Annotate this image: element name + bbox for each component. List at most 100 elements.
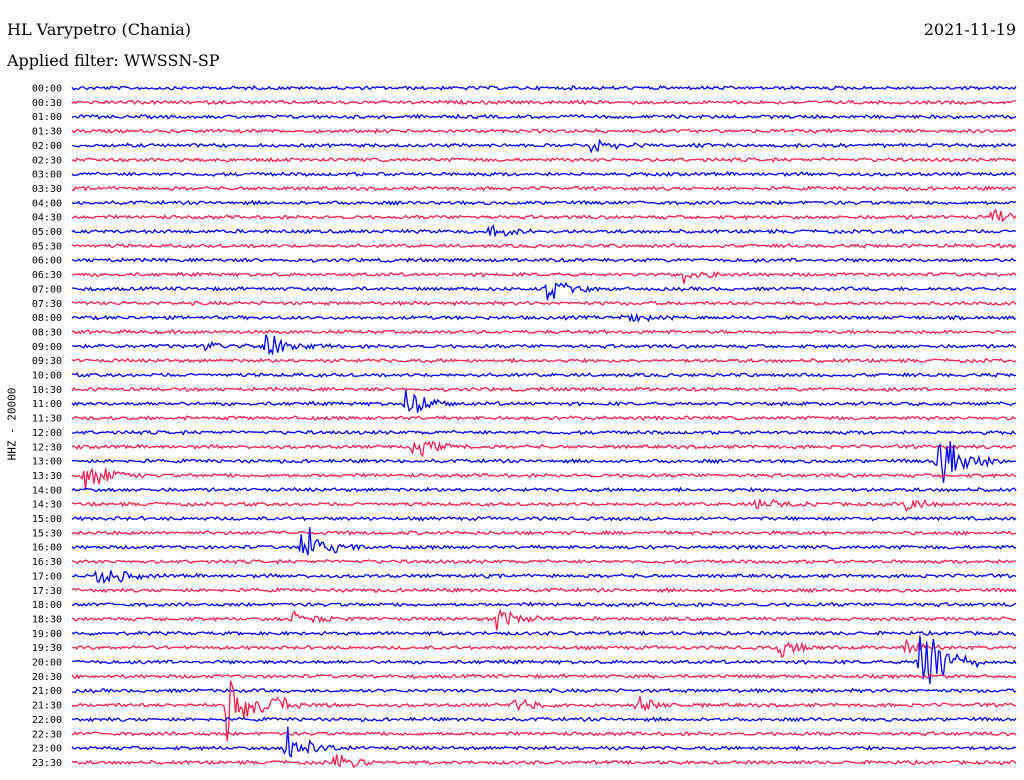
filter-label: Applied filter: WWSSN-SP [7,51,220,70]
time-tick-label: 17:30 [32,586,62,597]
station-title: HL Varypetro (Chania) [7,20,192,39]
trace-line [72,328,1017,335]
time-tick-label: 15:30 [32,528,62,539]
trace-line [71,638,1017,658]
trace-line [71,270,1017,284]
trace-line [71,440,1017,458]
time-tick-label: 03:30 [32,184,62,195]
trace-line [71,156,1017,163]
time-tick-label: 06:30 [32,270,62,281]
time-tick-label: 22:00 [32,715,62,726]
time-tick-label: 17:00 [32,571,62,582]
time-tick-label: 05:30 [32,241,62,252]
trace-line [71,558,1016,565]
trace-line [71,357,1017,364]
trace-line [71,570,1017,585]
trace-line [71,390,1017,413]
time-tick-label: 03:00 [32,170,62,181]
trace-line [71,687,1017,694]
time-tick-label: 18:00 [32,600,62,611]
time-tick-label: 00:30 [32,98,62,109]
time-tick-label: 01:00 [32,112,62,123]
trace-line [71,635,1017,684]
time-tick-label: 07:00 [32,284,62,295]
trace-line [71,127,1017,134]
trace-line [71,281,1017,301]
trace-line [71,257,1017,263]
time-tick-label: 19:30 [32,643,62,654]
time-tick-label: 02:30 [32,155,62,166]
trace-line [71,673,1017,680]
trace-line [71,371,1017,378]
time-tick-label: 10:00 [32,371,62,382]
time-tick-label: 23:30 [32,758,62,769]
trace-line [71,138,1017,154]
time-tick-label: 16:00 [32,543,62,554]
trace-line [71,113,1017,120]
trace-line [71,629,1017,637]
time-tick-label: 13:30 [32,471,62,482]
trace-line [71,486,1017,493]
trace-line [71,334,1017,356]
trace-line [71,242,1017,249]
time-tick-label: 14:00 [32,485,62,496]
trace-line [71,185,1017,192]
time-tick-label: 09:30 [32,356,62,367]
time-tick-label: 21:00 [32,686,62,697]
time-tick-label: 12:30 [32,442,62,453]
time-tick-label: 16:30 [32,557,62,568]
trace-line [71,99,1017,106]
trace-line [71,312,1017,324]
time-tick-label: 00:00 [32,84,62,95]
time-tick-label: 22:30 [32,729,62,740]
trace-line [71,726,1017,759]
trace-line [71,526,1017,556]
time-tick-label: 11:30 [32,414,62,425]
trace-line [71,587,1017,594]
time-tick-label: 04:00 [32,198,62,209]
trace-line [71,84,1017,92]
time-tick-label: 05:00 [32,227,62,238]
date-label: 2021-11-19 [923,20,1016,39]
trace-line [71,441,1017,483]
trace-line [71,429,1017,436]
trace-line [71,608,1017,631]
trace-line [71,754,1017,768]
time-tick-label: 08:00 [32,313,62,324]
trace-line [71,386,1016,393]
time-tick-label: 09:00 [32,342,62,353]
time-tick-label: 23:00 [32,744,62,755]
time-tick-label: 20:00 [32,658,62,669]
time-tick-label: 01:30 [32,127,62,138]
trace-line [71,498,1017,513]
time-tick-label: 21:30 [32,701,62,712]
trace-line [71,208,1017,223]
trace-line [71,680,1017,742]
time-tick-label: 02:00 [32,141,62,152]
trace-line [71,730,1017,737]
time-tick-label: 11:00 [32,399,62,410]
trace-line [71,601,1017,608]
trace-line [71,414,1017,422]
time-tick-label: 06:00 [32,256,62,267]
trace-line [71,515,1017,522]
time-tick-label: 08:30 [32,327,62,338]
trace-line [71,716,1017,723]
time-tick-label: 10:30 [32,385,62,396]
trace-line [71,467,1017,491]
time-tick-label: 12:00 [32,428,62,439]
time-tick-label: 13:00 [32,457,62,468]
trace-line [71,199,1017,206]
time-tick-label: 04:30 [32,213,62,224]
time-tick-label: 07:30 [32,299,62,310]
trace-line [71,224,1017,238]
time-tick-label: 20:30 [32,672,62,683]
trace-line [71,529,1017,536]
trace-line [71,170,1017,178]
time-tick-label: 15:00 [32,514,62,525]
time-tick-label: 18:30 [32,614,62,625]
trace-line [71,300,1017,307]
time-tick-label: 19:00 [32,629,62,640]
time-tick-label: 14:30 [32,500,62,511]
